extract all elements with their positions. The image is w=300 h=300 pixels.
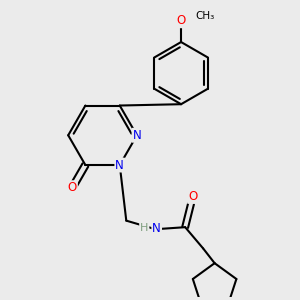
Text: CH₃: CH₃ xyxy=(196,11,215,21)
Text: O: O xyxy=(188,190,197,203)
Text: N: N xyxy=(152,222,161,235)
Text: O: O xyxy=(176,14,186,27)
Text: N: N xyxy=(133,129,141,142)
Text: N: N xyxy=(116,158,124,172)
Text: O: O xyxy=(68,181,77,194)
Text: H: H xyxy=(140,223,148,233)
